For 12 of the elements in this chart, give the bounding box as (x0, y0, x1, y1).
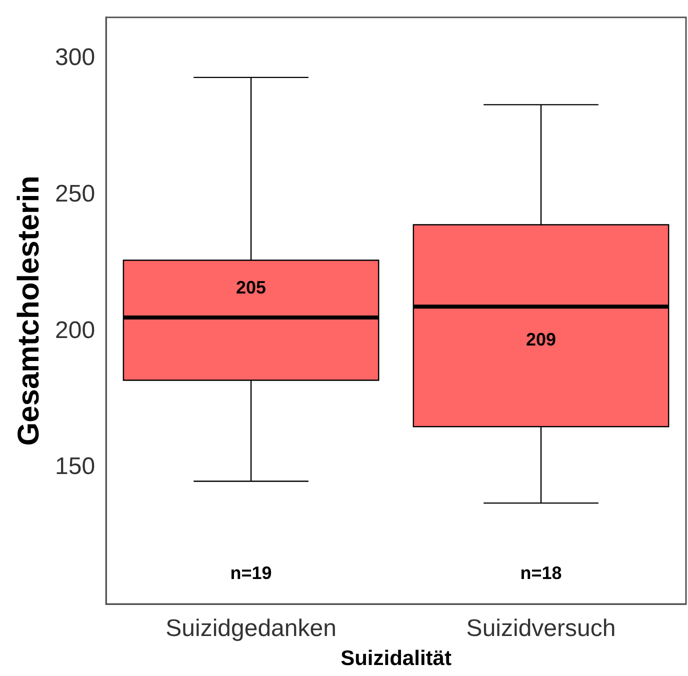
annotation: 205 (236, 277, 266, 298)
x-tick-label: Suizidgedanken (166, 615, 336, 642)
x-tick-label: Suizidversuch (466, 615, 616, 642)
y-tick-label: 250 (54, 180, 96, 208)
y-tick-label: 150 (54, 453, 96, 480)
y-axis-title: Gesamtcholesterin (12, 176, 46, 446)
annotation: n=19 (230, 562, 272, 583)
x-axis-title: Suizidalität (340, 647, 452, 670)
annotation: 209 (526, 330, 556, 350)
y-tick-label: 300 (54, 44, 96, 71)
y-tick-label: 200 (54, 316, 96, 344)
annotation: n=18 (520, 562, 562, 583)
